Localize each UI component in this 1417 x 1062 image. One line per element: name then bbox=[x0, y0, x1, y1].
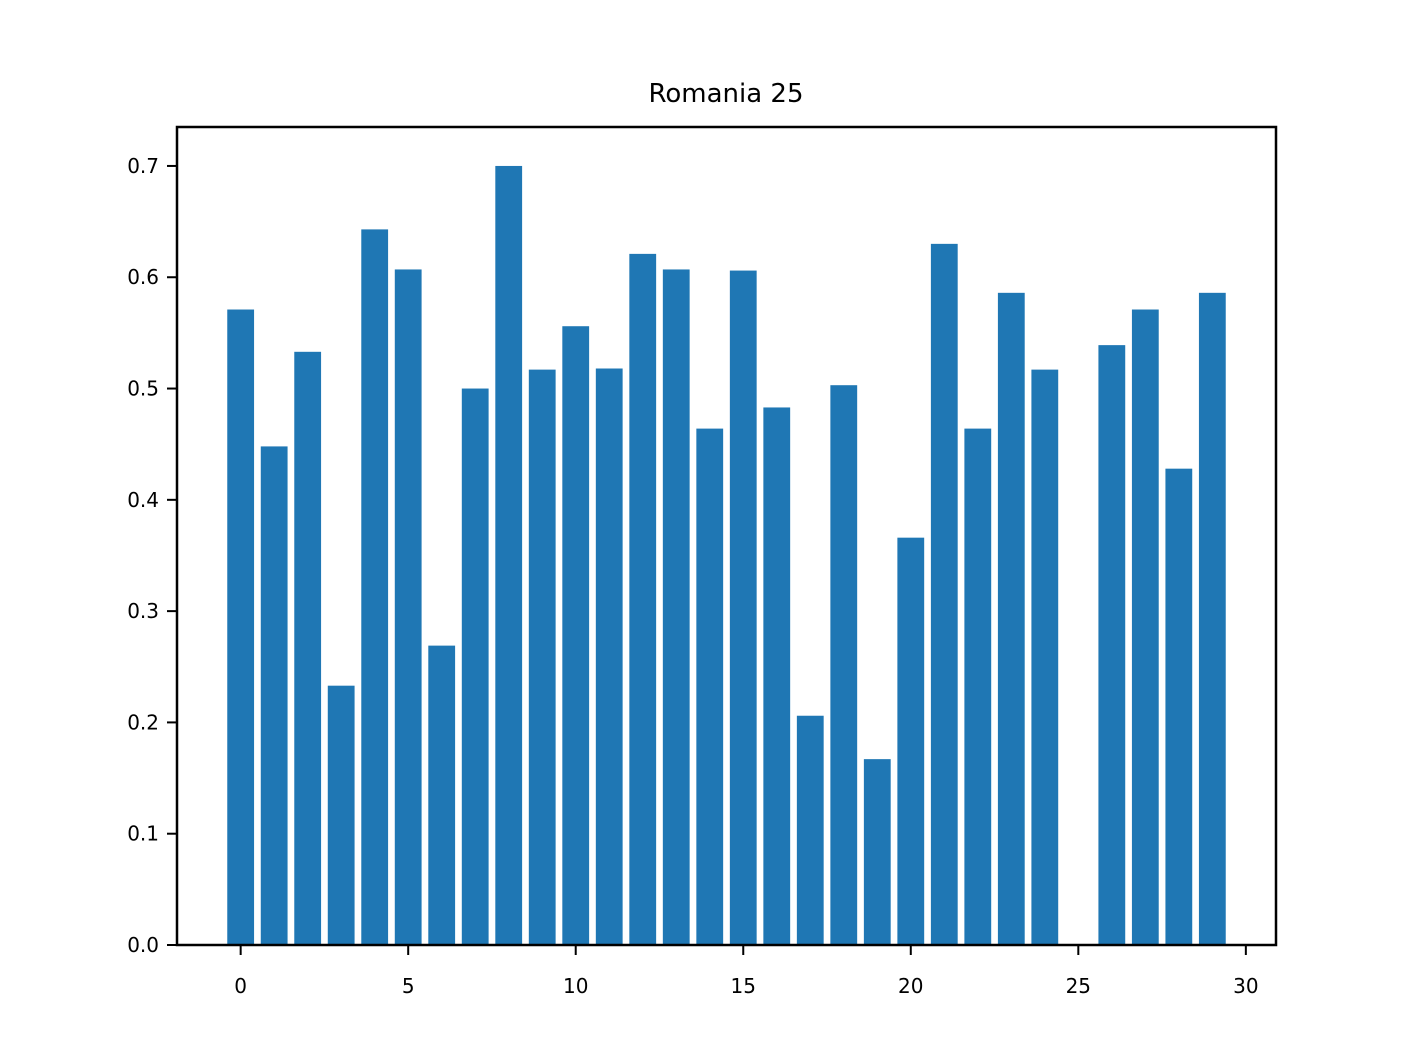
bar-1 bbox=[260, 446, 288, 945]
bar-3 bbox=[327, 685, 355, 945]
x-axis-ticks: 0 5 10 15 20 25 30 bbox=[234, 945, 1259, 998]
bar-8 bbox=[495, 165, 523, 945]
bar-20 bbox=[897, 537, 925, 945]
bars-group bbox=[227, 165, 1226, 946]
bar-26 bbox=[1098, 345, 1126, 946]
bar-15 bbox=[729, 270, 757, 945]
bar-6 bbox=[428, 645, 456, 945]
plot-area-frame bbox=[175, 125, 1278, 947]
x-tick-label: 30 bbox=[1233, 974, 1258, 998]
bar-28 bbox=[1165, 468, 1193, 945]
bar-17 bbox=[796, 715, 824, 945]
bar-14 bbox=[696, 428, 724, 945]
y-tick-label: 0.5 bbox=[127, 377, 159, 401]
bar-12 bbox=[629, 253, 657, 945]
bar-19 bbox=[863, 759, 891, 945]
x-tick-label: 5 bbox=[402, 974, 415, 998]
x-tick-label: 20 bbox=[898, 974, 923, 998]
bar-0 bbox=[227, 309, 255, 945]
x-tick-label: 25 bbox=[1066, 974, 1091, 998]
x-tick-label: 10 bbox=[563, 974, 588, 998]
bar-5 bbox=[394, 269, 422, 945]
x-tick-label: 0 bbox=[234, 974, 247, 998]
bar-2 bbox=[294, 351, 322, 945]
y-tick-label: 0.3 bbox=[127, 599, 159, 623]
bar-7 bbox=[461, 388, 489, 945]
bar-27 bbox=[1131, 309, 1159, 945]
x-tick-label: 15 bbox=[731, 974, 756, 998]
bar-9 bbox=[528, 369, 556, 945]
chart-title: Romania 25 bbox=[648, 79, 803, 109]
bar-4 bbox=[361, 229, 389, 946]
bar-22 bbox=[964, 428, 992, 945]
y-axis-ticks: 0.0 0.1 0.2 0.3 0.4 0.5 0.6 0.7 bbox=[127, 154, 177, 957]
y-tick-label: 0.2 bbox=[127, 710, 159, 734]
y-tick-label: 0.7 bbox=[127, 154, 159, 178]
y-tick-label: 0.4 bbox=[127, 488, 159, 512]
y-tick-label: 0.6 bbox=[127, 265, 159, 289]
bar-24 bbox=[1031, 369, 1059, 945]
bar-13 bbox=[662, 269, 690, 945]
bar-10 bbox=[562, 326, 590, 945]
bar-16 bbox=[763, 407, 791, 945]
bar-23 bbox=[997, 292, 1025, 946]
bar-21 bbox=[930, 243, 958, 945]
bar-18 bbox=[830, 385, 858, 946]
bar-29 bbox=[1198, 292, 1226, 946]
y-tick-label: 0.1 bbox=[127, 822, 159, 846]
bar-11 bbox=[595, 368, 623, 945]
y-tick-label: 0.0 bbox=[127, 933, 159, 957]
